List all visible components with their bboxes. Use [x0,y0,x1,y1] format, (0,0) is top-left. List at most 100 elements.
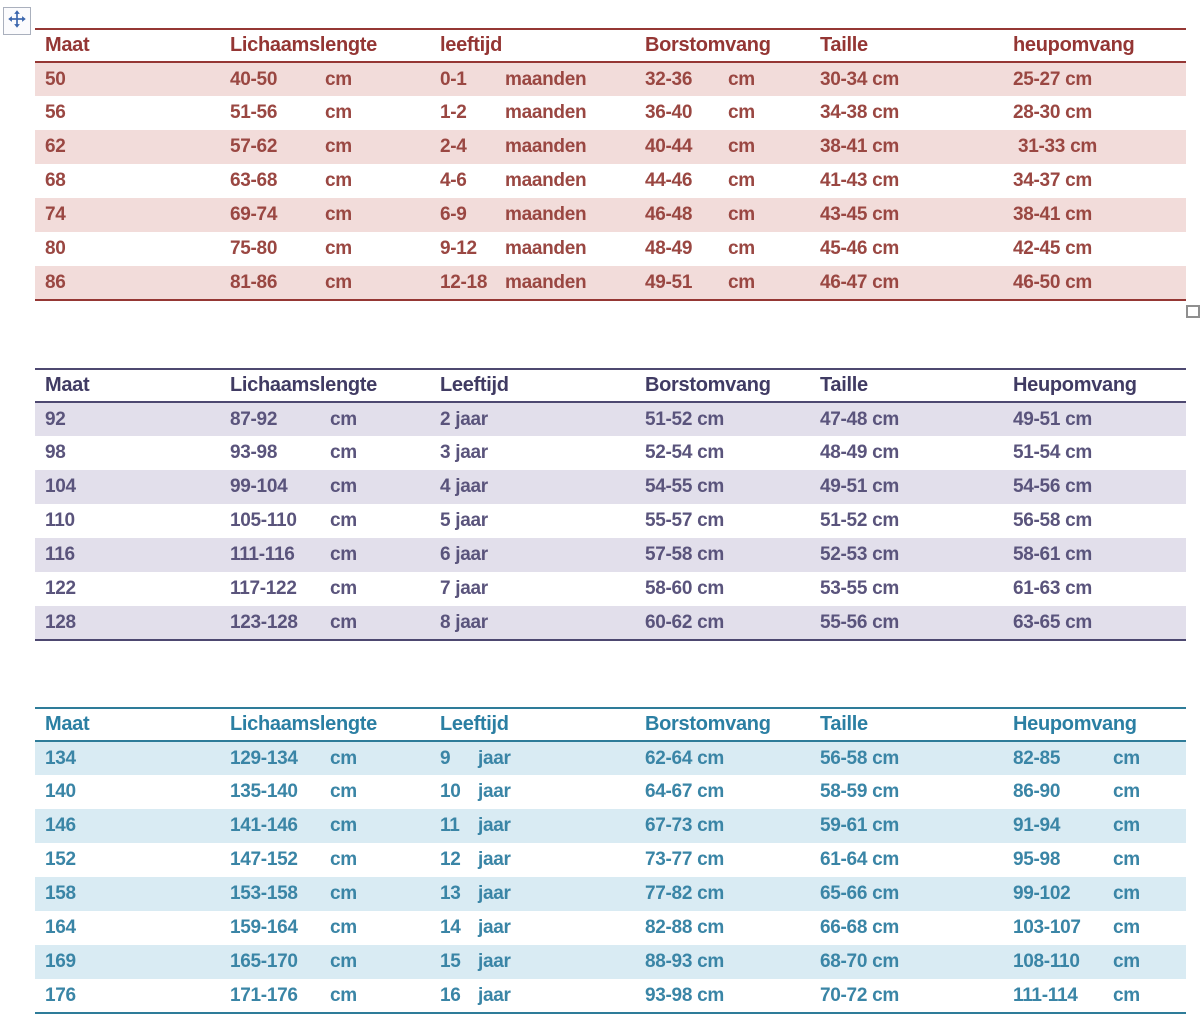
table-resize-handle[interactable] [1186,305,1200,318]
measure-cell[interactable]: 46-47 cm [810,266,1003,300]
size-cell[interactable]: 80 [45,238,66,259]
measure-cell[interactable]: 12 jaar [430,843,635,877]
measure-cell[interactable]: 56-58 cm [810,741,1003,775]
measure-cell[interactable]: 56-58 cm [1003,504,1186,538]
column-header[interactable]: Lichaamslengte [220,708,430,742]
column-header[interactable]: Lichaamslengte [220,369,430,403]
measure-cell[interactable]: 95-98 cm [1003,843,1186,877]
measure-cell[interactable]: 6 jaar [430,538,635,572]
measure-cell[interactable]: 67-73 cm [635,809,810,843]
measure-cell[interactable]: 51-52 cm [810,504,1003,538]
measure-cell[interactable]: 135-140 cm [220,775,430,809]
size-cell[interactable]: 164 [45,917,76,938]
measure-cell[interactable]: 0-1 maanden [430,62,635,96]
measure-cell[interactable]: 86-90 cm [1003,775,1186,809]
measure-cell[interactable]: 53-55 cm [810,572,1003,606]
measure-cell[interactable]: 8 jaar [430,606,635,640]
column-header[interactable]: Heupomvang [1003,708,1186,742]
measure-cell[interactable]: 105-110 cm [220,504,430,538]
measure-cell[interactable]: 45-46 cm [810,232,1003,266]
size-cell[interactable]: 152 [45,849,76,870]
size-cell[interactable]: 134 [35,741,220,775]
column-header[interactable]: Maat [35,369,220,403]
size-cell[interactable]: 176 [45,984,76,1006]
measure-cell[interactable]: 87-92 cm [220,402,430,436]
measure-cell[interactable]: 165-170 cm [220,945,430,979]
measure-cell[interactable]: 93-98 cm [220,436,430,470]
measure-cell[interactable]: 9-12 maanden [430,232,635,266]
measure-cell[interactable]: 171-176 cm [220,979,430,1013]
measure-cell[interactable]: 70-72 cm [810,979,1003,1013]
measure-cell[interactable]: 36-40 cm [635,96,810,130]
measure-cell[interactable]: 5 jaar [430,504,635,538]
size-cell[interactable]: 74 [35,198,220,232]
measure-cell[interactable]: 16 jaar [430,979,635,1013]
measure-cell[interactable]: 32-36 cm [635,62,810,96]
measure-cell[interactable]: 103-107 cm [1003,911,1186,945]
measure-cell[interactable]: 82-85 cm [1003,741,1186,775]
column-header[interactable]: Maat [35,29,220,63]
column-header[interactable]: leeftijd [430,29,635,63]
measure-cell[interactable]: 40-50 cm [220,62,430,96]
measure-cell[interactable]: 147-152 cm [220,843,430,877]
measure-cell[interactable]: 46-50 cm [1003,266,1186,300]
size-cell[interactable]: 116 [35,538,220,572]
measure-cell[interactable]: 38-41 cm [810,130,1003,164]
column-header[interactable]: Taille [810,708,1003,742]
measure-cell[interactable]: 108-110 cm [1003,945,1186,979]
measure-cell[interactable]: 58-61 cm [1003,538,1186,572]
measure-cell[interactable]: 68-70 cm [810,945,1003,979]
measure-cell[interactable]: 42-45 cm [1003,232,1186,266]
size-cell[interactable]: 50 [35,62,220,96]
size-cell[interactable]: 98 [45,442,66,463]
measure-cell[interactable]: 51-52 cm [635,402,810,436]
measure-cell[interactable]: 117-122 cm [220,572,430,606]
measure-cell[interactable]: 4 jaar [430,470,635,504]
measure-cell[interactable]: 54-56 cm [1003,470,1186,504]
measure-cell[interactable]: 30-34 cm [810,62,1003,96]
measure-cell[interactable]: 73-77 cm [635,843,810,877]
measure-cell[interactable]: 34-38 cm [810,96,1003,130]
measure-cell[interactable]: 11 jaar [430,809,635,843]
size-cell[interactable]: 128 [35,606,220,640]
measure-cell[interactable]: 49-51 cm [635,266,810,300]
measure-cell[interactable]: 12-18 maanden [430,266,635,300]
measure-cell[interactable]: 77-82 cm [635,877,810,911]
measure-cell[interactable]: 51-56 cm [220,96,430,130]
measure-cell[interactable]: 47-48 cm [810,402,1003,436]
column-header[interactable]: Taille [810,29,1003,63]
measure-cell[interactable]: 4-6 maanden [430,164,635,198]
measure-cell[interactable]: 7 jaar [430,572,635,606]
measure-cell[interactable]: 58-59 cm [810,775,1003,809]
size-cell[interactable]: 62 [35,130,220,164]
column-header[interactable]: Lichaamslengte [220,29,430,63]
measure-cell[interactable]: 111-116 cm [220,538,430,572]
measure-cell[interactable]: 93-98 cm [635,979,810,1013]
size-cell[interactable]: 56 [45,102,66,123]
size-cell[interactable]: 68 [45,170,66,191]
measure-cell[interactable]: 57-58 cm [635,538,810,572]
measure-cell[interactable]: 1-2 maanden [430,96,635,130]
measure-cell[interactable]: 48-49 cm [810,436,1003,470]
measure-cell[interactable]: 55-57 cm [635,504,810,538]
measure-cell[interactable]: 14 jaar [430,911,635,945]
column-header[interactable]: Leeftijd [430,708,635,742]
table-move-handle[interactable] [3,7,31,35]
measure-cell[interactable]: 38-41 cm [1003,198,1186,232]
measure-cell[interactable]: 65-66 cm [810,877,1003,911]
column-header[interactable]: Taille [810,369,1003,403]
measure-cell[interactable]: 25-27 cm [1003,62,1186,96]
measure-cell[interactable]: 52-54 cm [635,436,810,470]
measure-cell[interactable]: 6-9 maanden [430,198,635,232]
measure-cell[interactable]: 66-68 cm [810,911,1003,945]
measure-cell[interactable]: 61-63 cm [1003,572,1186,606]
column-header[interactable]: Borstomvang [635,708,810,742]
measure-cell[interactable]: 63-68 cm [220,164,430,198]
column-header[interactable]: Borstomvang [635,29,810,63]
column-header[interactable]: Leeftijd [430,369,635,403]
measure-cell[interactable]: 10 jaar [430,775,635,809]
measure-cell[interactable]: 99-104 cm [220,470,430,504]
size-cell[interactable]: 92 [35,402,220,436]
measure-cell[interactable]: 82-88 cm [635,911,810,945]
measure-cell[interactable]: 59-61 cm [810,809,1003,843]
